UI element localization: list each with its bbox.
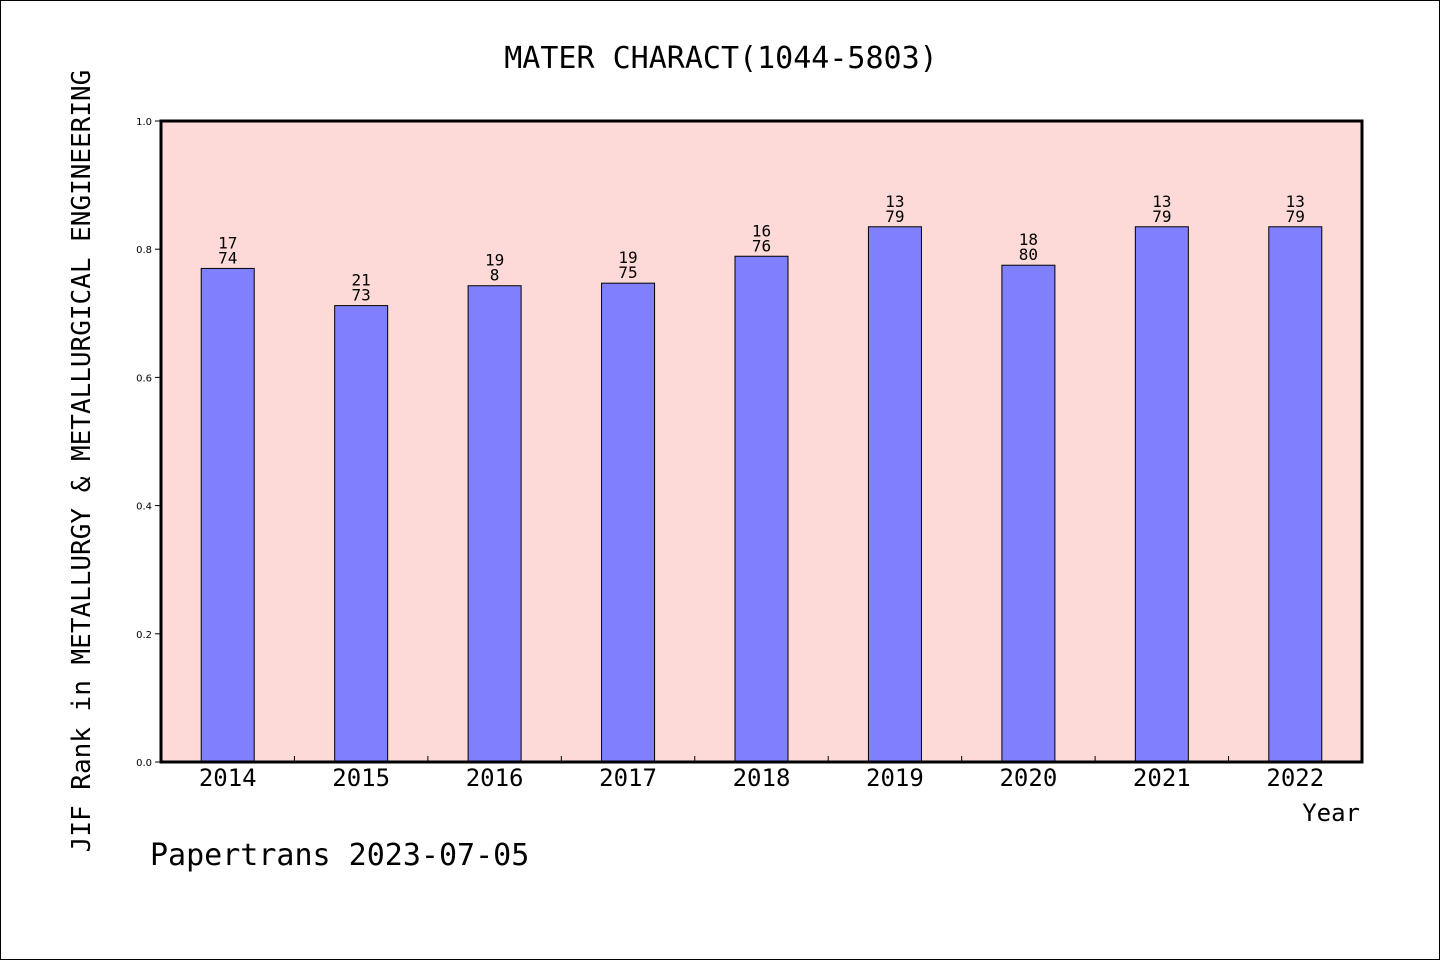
y-axis: 0.0 0.2 0.4 0.6 0.8 1.0 (136, 117, 161, 769)
x-tick-label: 2014 (199, 764, 257, 792)
x-tick-label: 2017 (599, 764, 657, 792)
bar-total-label: 76 (752, 236, 771, 255)
y-tick-label: 0.8 (136, 245, 152, 256)
bar-total-label: 74 (218, 248, 237, 267)
plot-border (159, 119, 1364, 764)
x-axis: 2014 2015 2016 2017 2018 2019 2020 2021 2022 (199, 756, 1324, 792)
x-axis-label: Year (1302, 799, 1360, 827)
bar-rank-label: 21 (352, 271, 371, 290)
bar-rank-label: 13 (1152, 192, 1171, 211)
bar-2022 (1268, 226, 1323, 763)
x-tick-label: 2019 (866, 764, 924, 792)
y-tick-label: 0.2 (136, 630, 152, 641)
x-tick-label: 2018 (733, 764, 791, 792)
chart-title: MATER CHARACT(1044-5803) (504, 41, 937, 76)
bar-total-label: 79 (885, 207, 904, 226)
x-tick-label: 2022 (1266, 764, 1324, 792)
bar-2014 (200, 267, 255, 763)
bar-2020 (1001, 264, 1056, 763)
bar-rank-label: 17 (218, 233, 237, 252)
y-tick-label: 0.0 (136, 758, 152, 769)
bar-rank-label: 13 (885, 192, 904, 211)
bar-2017 (601, 282, 656, 763)
bar-total-label: 80 (1019, 245, 1038, 264)
x-tick-label: 2020 (999, 764, 1057, 792)
bar-rank-label: 19 (485, 251, 504, 270)
bar-total-label: 73 (352, 286, 371, 305)
x-tick-label: 2021 (1133, 764, 1191, 792)
bar-rank-label: 16 (752, 221, 771, 240)
bars-group (200, 226, 1323, 763)
x-tick-label: 2016 (466, 764, 524, 792)
bar-2021 (1134, 226, 1189, 763)
bar-total-label: 75 (618, 263, 637, 282)
bar-rank-label: 18 (1019, 230, 1038, 249)
x-tick-label: 2015 (332, 764, 390, 792)
bar-rank-label: 13 (1286, 192, 1305, 211)
y-axis-label: JIF Rank in METALLURGY & METALLURGICAL E… (67, 70, 97, 853)
y-tick-label: 0.4 (136, 502, 152, 513)
bar-2018 (734, 255, 789, 763)
bar-total-label: 79 (1286, 207, 1305, 226)
bar-total-label: 8 (490, 266, 500, 285)
bar-2015 (334, 305, 389, 763)
bar-2019 (867, 226, 922, 763)
y-tick-label: 0.6 (136, 373, 152, 384)
bar-total-label: 79 (1152, 207, 1171, 226)
bar-rank-label: 19 (618, 248, 637, 267)
y-tick-label: 1.0 (136, 117, 152, 128)
footer-text: Papertrans 2023-07-05 (150, 838, 529, 873)
bar-2016 (467, 285, 522, 763)
